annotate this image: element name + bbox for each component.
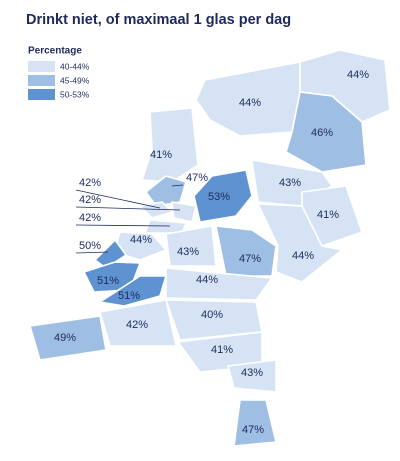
region-label: 50% [79,240,101,252]
legend-swatch [28,75,55,86]
region-label: 44% [239,97,261,109]
region-label: 43% [177,246,199,258]
legend-label: 45-49% [60,75,90,85]
leader-line [75,206,181,211]
region [99,299,177,347]
region-label: 43% [279,177,301,189]
region [139,201,173,219]
region-label: 44% [130,234,152,246]
leader-line [75,251,109,254]
region-label: 44% [347,69,369,81]
region-label: 51% [97,275,119,287]
legend-title: Percentage [28,46,82,57]
region-label: 42% [126,319,148,331]
region-label: 53% [208,191,230,203]
legend-label: 40-44% [60,61,90,71]
leader-line [75,189,161,209]
region [233,399,277,447]
region [165,267,273,301]
region [141,107,199,183]
region-label: 42% [79,177,101,189]
region-label: 46% [311,127,333,139]
region-label: 47% [186,172,208,184]
region [99,275,167,307]
region [257,203,343,283]
region [165,225,217,267]
region-label: 41% [211,344,233,356]
region-label: 47% [242,424,264,436]
region-label: 42% [79,194,101,206]
leader-line [75,224,171,227]
region-labels: 44%44%46%41%47%53%43%41%42%42%42%44%43%4… [54,69,369,436]
region-label: 41% [150,149,172,161]
legend: 40-44% 45-49% 50-53% [28,61,90,100]
chart-title: Drinkt niet, of maximaal 1 glas per dag [26,12,291,28]
legend-swatch [28,61,55,72]
region-label: 44% [196,274,218,286]
legend-swatch [28,89,55,100]
region [195,61,301,137]
region-label: 51% [118,290,140,302]
region [285,91,367,173]
region [227,359,277,393]
region-label: 43% [241,367,263,379]
leader-line [171,184,184,187]
region [215,225,277,277]
region-label: 44% [292,250,314,262]
legend-label: 50-53% [60,89,90,99]
region [193,169,253,223]
region [29,315,107,361]
region-label: 49% [54,332,76,344]
region-label: 42% [79,212,101,224]
region [171,201,197,223]
regions [29,49,391,447]
region-label: 40% [201,309,223,321]
region-label: 41% [317,209,339,221]
region-label: 47% [239,253,261,265]
